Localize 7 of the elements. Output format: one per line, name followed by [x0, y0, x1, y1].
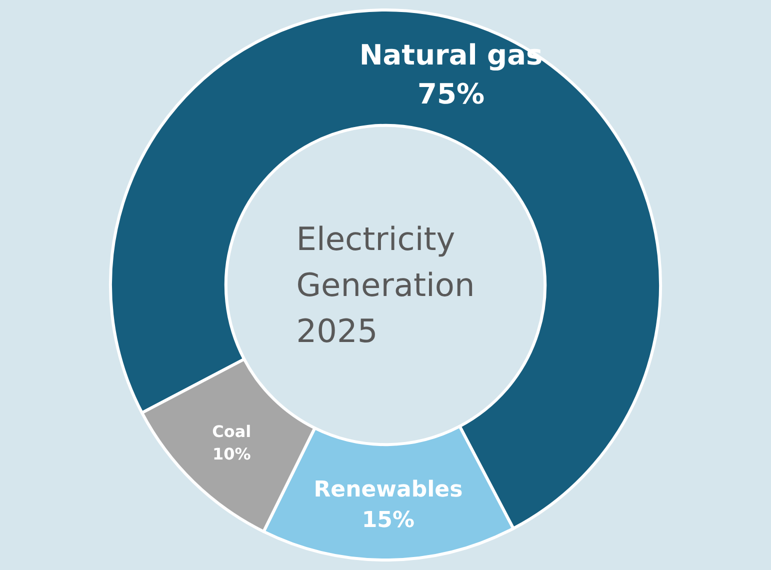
- text: Electricity Generation 2025: [296, 220, 475, 350]
- data-label: 10%: [212, 444, 251, 464]
- data-label: 15%: [362, 508, 415, 534]
- data-label: 75%: [418, 78, 485, 111]
- slice-label: Natural gas: [359, 38, 543, 72]
- slice-label: Coal: [212, 422, 252, 441]
- slice-label: Renewables: [314, 477, 463, 502]
